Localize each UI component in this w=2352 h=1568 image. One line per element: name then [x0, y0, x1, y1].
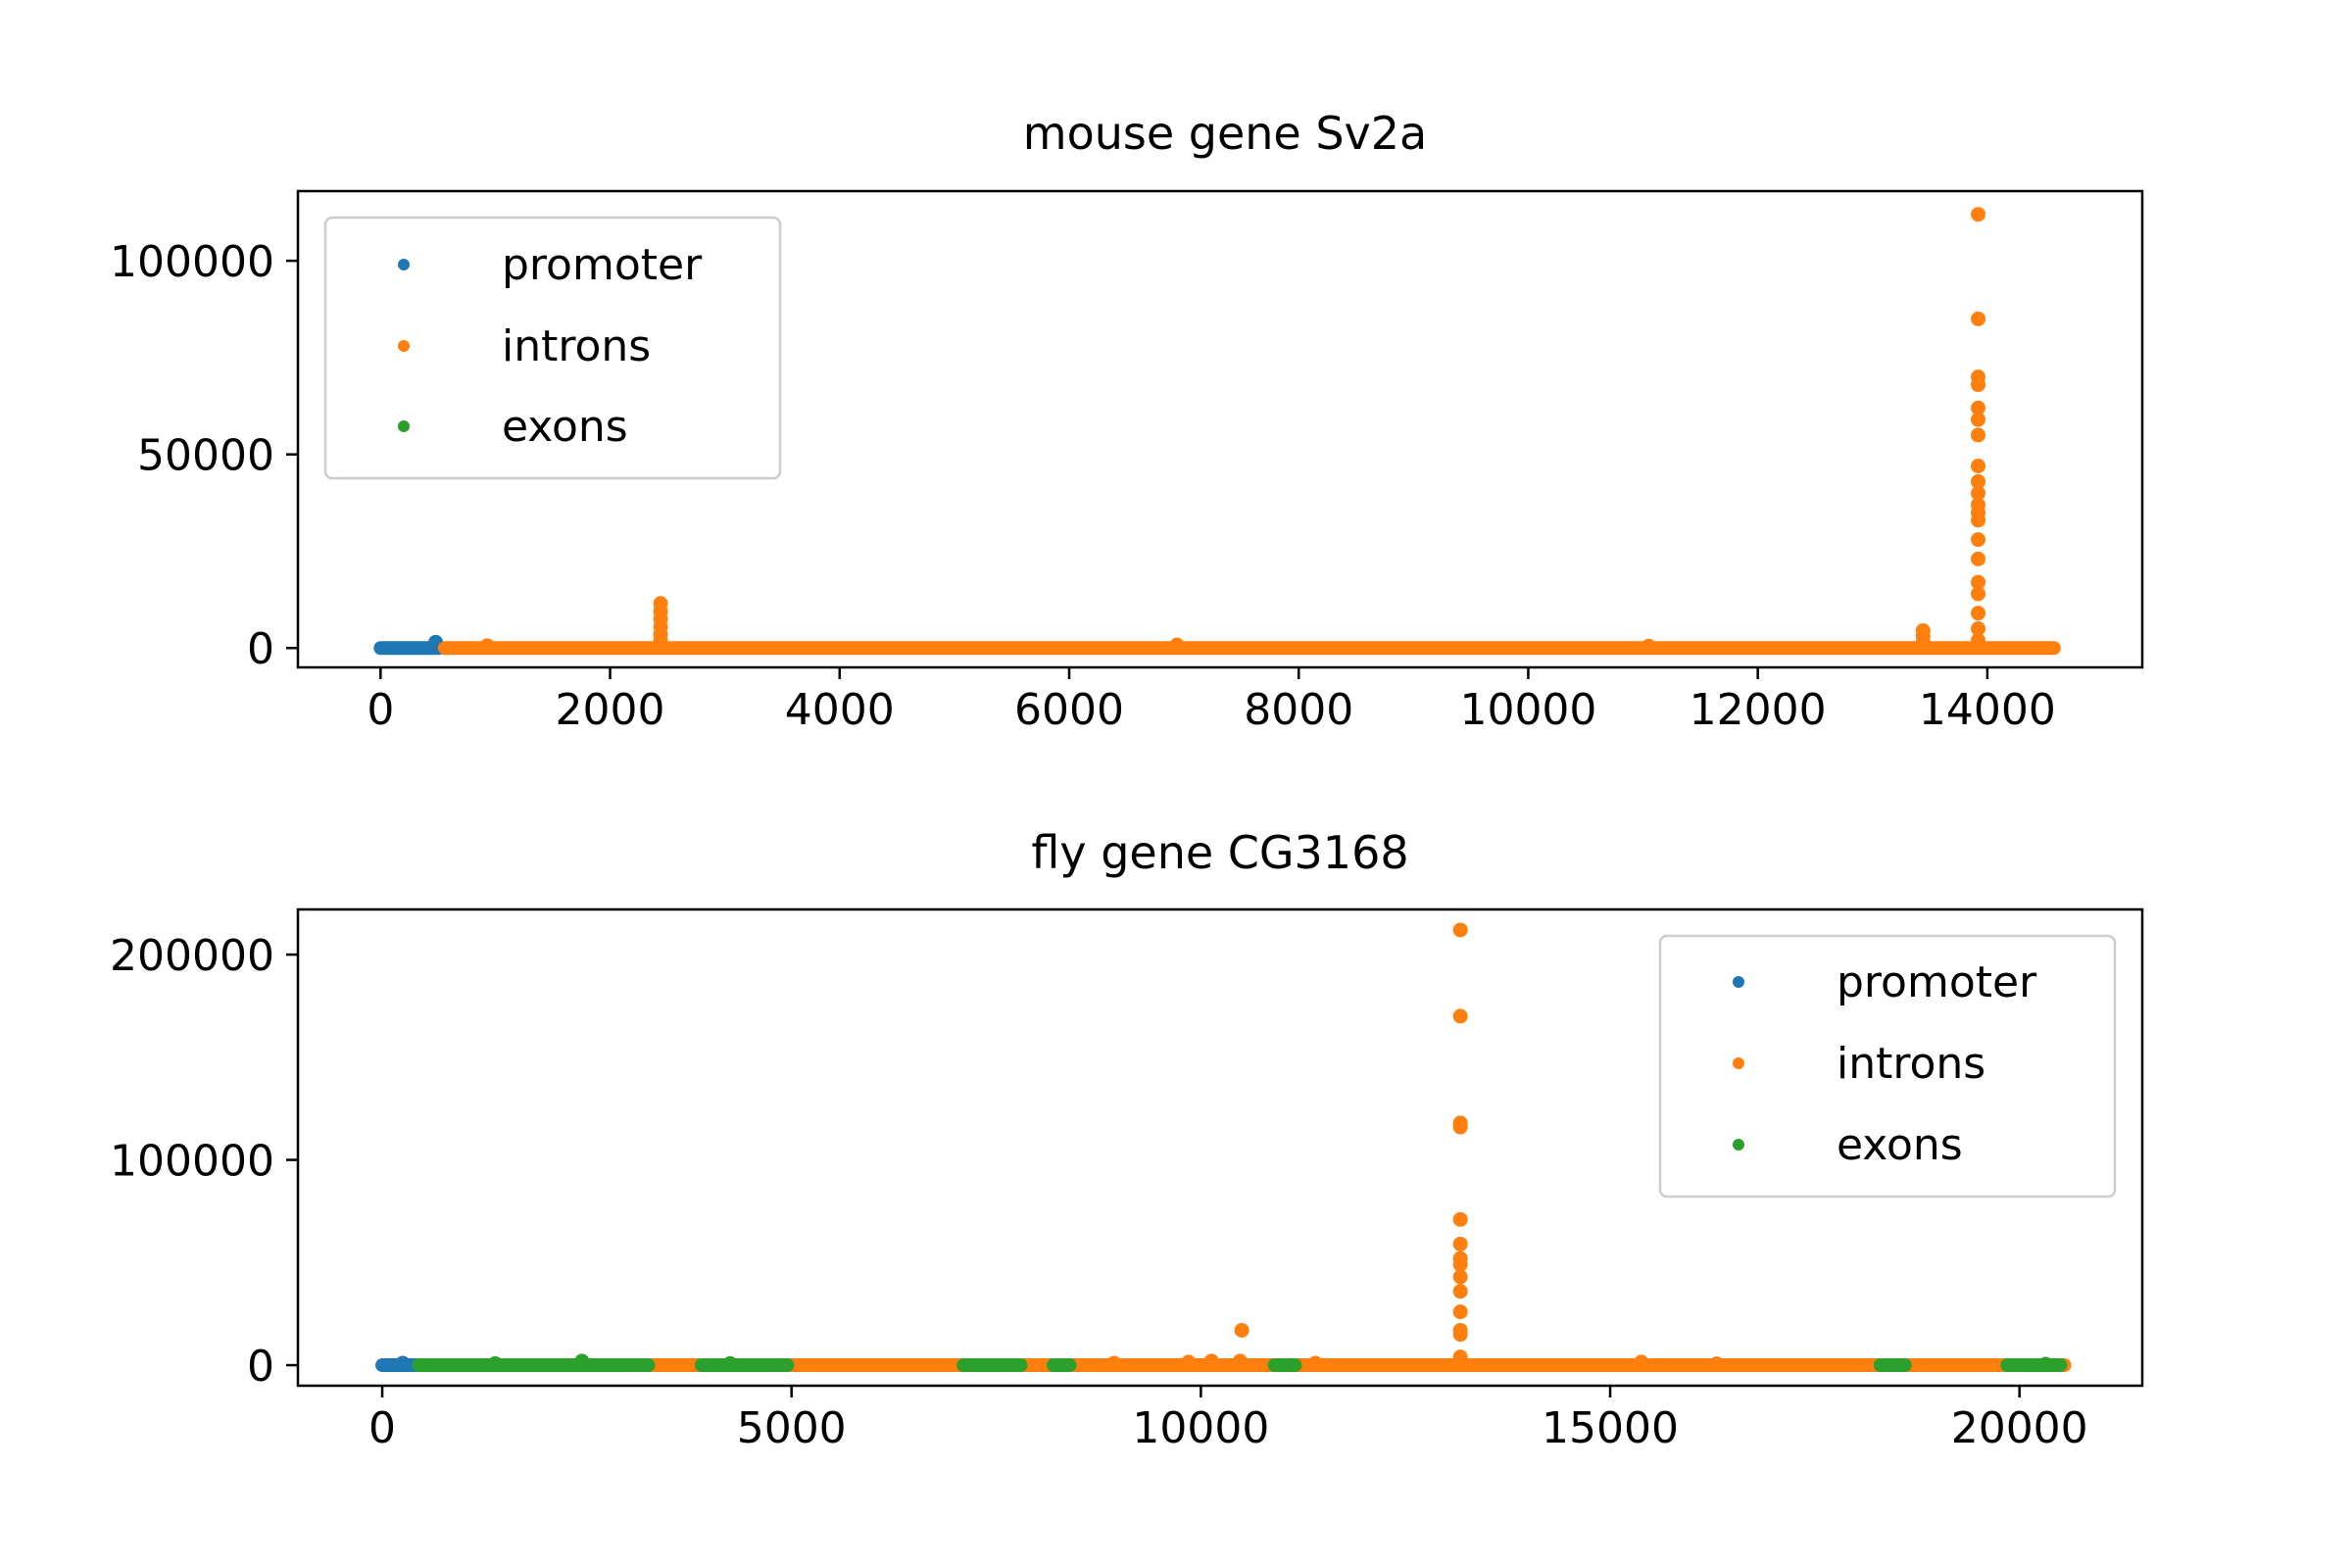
- x-tick-label: 10000: [1459, 685, 1596, 735]
- x-axis: 0 2000 4000 6000 8000 10000 12000 14000: [367, 667, 2056, 735]
- x-tick-label: 0: [368, 1403, 396, 1453]
- introns-point: [653, 632, 668, 648]
- introns-point: [1106, 1355, 1122, 1371]
- introns-point: [1971, 606, 1986, 621]
- introns-point: [1641, 638, 1656, 654]
- introns-point: [1971, 532, 1986, 548]
- axes-frame: [296, 189, 2144, 669]
- legend-label-promoter: promoter: [502, 240, 703, 290]
- x-axis: 0 5000 10000 15000 20000: [368, 1386, 2088, 1453]
- introns-point: [1971, 412, 1986, 427]
- x-tick-label: 5000: [737, 1403, 847, 1453]
- introns-point: [1971, 586, 1986, 602]
- exons-point: [487, 1355, 503, 1371]
- x-tick-label: 14000: [1919, 685, 2056, 735]
- introns-point: [1971, 620, 1986, 636]
- y-tick-label: 100000: [110, 1137, 274, 1187]
- introns-point: [1452, 1211, 1468, 1227]
- introns-point: [1452, 1327, 1468, 1343]
- introns-point: [1452, 1284, 1468, 1299]
- legend-label-introns: introns: [1837, 1039, 1985, 1089]
- legend-marker-introns: [1733, 1057, 1744, 1069]
- x-tick-label: 4000: [785, 685, 895, 735]
- introns-point: [1169, 637, 1185, 653]
- subplot-fly: fly gene CG3168 0 5000 10000 15000 20000 0 10…: [110, 826, 2144, 1453]
- legend-label-exons: exons: [502, 402, 628, 452]
- introns-point: [1971, 400, 1986, 416]
- legend-marker-introns: [398, 340, 410, 352]
- exons-point: [722, 1355, 738, 1371]
- legend-marker-promoter: [398, 259, 410, 270]
- introns-point: [1971, 207, 1986, 222]
- y-tick-label: 100000: [110, 237, 274, 287]
- introns-point: [1971, 551, 1986, 566]
- x-tick-label: 12000: [1690, 685, 1827, 735]
- introns-point: [1307, 1355, 1323, 1371]
- introns-point: [1234, 1322, 1250, 1338]
- introns-point: [1203, 1353, 1219, 1369]
- subplot-mouse: mouse gene Sv2a 0 2000 4000 6000 8000 10000 12…: [110, 107, 2144, 735]
- y-tick-label: 200000: [110, 931, 274, 981]
- promoter-point: [395, 1355, 411, 1371]
- introns-point: [1709, 1356, 1725, 1372]
- introns-point: [1181, 1354, 1197, 1370]
- legend: promoter introns exons: [323, 216, 782, 480]
- exons-point: [2037, 1356, 2053, 1372]
- legend-box: [1658, 934, 2117, 1199]
- introns-point: [1971, 513, 1986, 528]
- introns-point: [1971, 473, 1986, 489]
- introns-point: [1452, 1119, 1468, 1135]
- legend-marker-exons: [398, 420, 410, 432]
- introns-point: [1452, 1236, 1468, 1251]
- introns-point: [1452, 1256, 1468, 1272]
- data-points: [375, 922, 2072, 1373]
- introns-point: [1971, 632, 1986, 648]
- y-tick-label: 0: [247, 1342, 274, 1392]
- chart-title: mouse gene Sv2a: [1023, 107, 1427, 160]
- legend-label-exons: exons: [1837, 1120, 1963, 1170]
- chart-title: fly gene CG3168: [1031, 826, 1408, 879]
- x-tick-label: 10000: [1132, 1403, 1269, 1453]
- introns-point: [1452, 1349, 1468, 1365]
- legend-box: [323, 216, 782, 480]
- data-points: [373, 207, 2061, 656]
- introns-point: [1971, 459, 1986, 474]
- y-tick-label: 50000: [137, 431, 274, 481]
- x-tick-label: 8000: [1244, 685, 1353, 735]
- introns-point: [1971, 574, 1986, 590]
- x-tick-label: 6000: [1014, 685, 1124, 735]
- introns-point: [1452, 922, 1468, 938]
- y-tick-label: 0: [247, 624, 274, 674]
- introns-point: [1452, 1269, 1468, 1285]
- legend-label-promoter: promoter: [1837, 957, 2037, 1007]
- introns-point: [1971, 311, 1986, 326]
- y-axis: 0 100000 200000: [110, 931, 298, 1392]
- x-tick-label: 20000: [1951, 1403, 2088, 1453]
- introns-point: [1971, 485, 1986, 501]
- legend: promoter introns exons: [1658, 934, 2117, 1199]
- x-tick-label: 2000: [556, 685, 665, 735]
- introns-point: [1232, 1353, 1248, 1369]
- x-tick-label: 0: [367, 685, 394, 735]
- introns-point: [1634, 1354, 1649, 1370]
- introns-point: [479, 638, 495, 654]
- introns-point: [1971, 427, 1986, 443]
- axes-frame: [296, 907, 2144, 1388]
- introns-point: [1452, 1304, 1468, 1320]
- x-tick-label: 15000: [1542, 1403, 1679, 1453]
- exons-point: [574, 1353, 590, 1369]
- legend-marker-promoter: [1733, 976, 1744, 988]
- introns-point: [1971, 377, 1986, 393]
- legend-label-introns: introns: [502, 321, 651, 371]
- introns-point: [1915, 634, 1931, 650]
- legend-marker-exons: [1733, 1139, 1744, 1151]
- introns-point: [1452, 1008, 1468, 1024]
- y-axis: 0 50000 100000: [110, 237, 298, 674]
